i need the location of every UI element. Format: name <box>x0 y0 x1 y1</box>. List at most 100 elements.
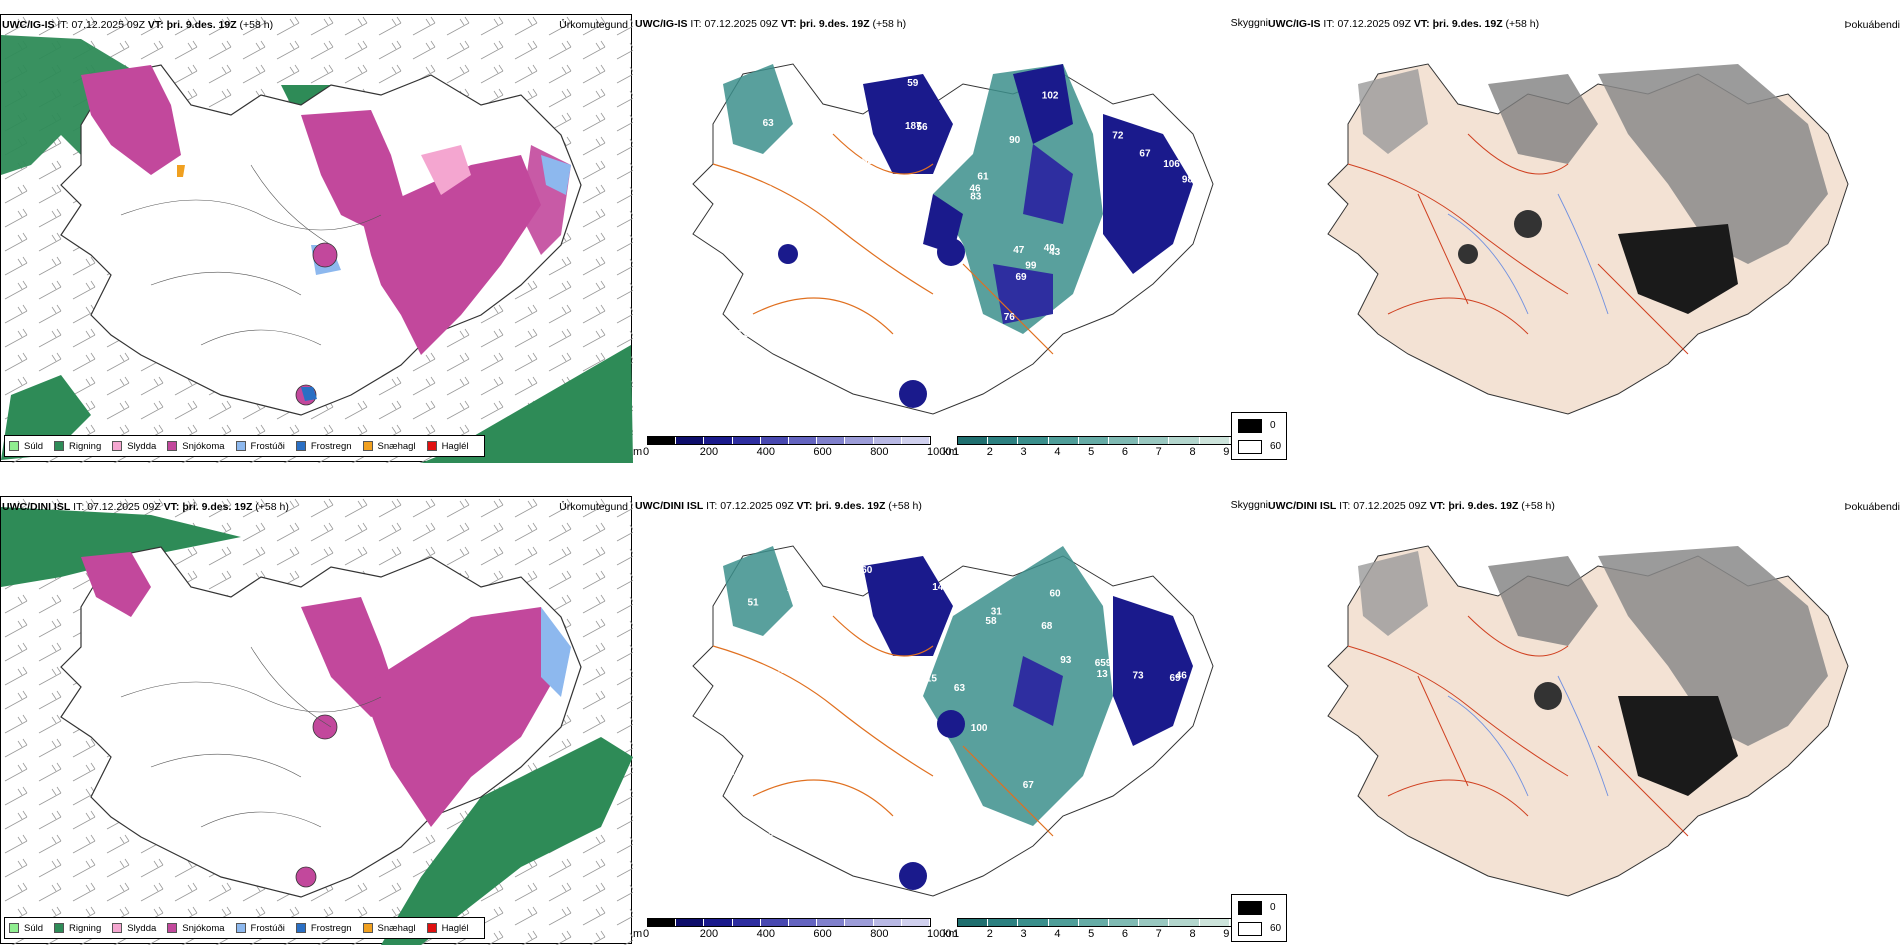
lead-time: (+58 h) <box>1505 18 1540 30</box>
legend-label: Slydda <box>127 922 157 934</box>
cloud-ceiling-value: 96 <box>988 845 1000 856</box>
legend-item: Slydda <box>112 441 156 452</box>
legend-item: Frostregn <box>295 922 352 934</box>
cloud-ceiling-value: 72 <box>1100 801 1112 812</box>
colorbar-strip <box>957 918 1261 927</box>
colorbar-tick-label: 2 <box>986 446 993 458</box>
legend-swatch <box>167 923 178 933</box>
cloud-ceiling-value: 95 <box>869 846 881 857</box>
colorbar-tick-label: 0 <box>643 446 650 458</box>
ceiling-map-row2: 181 60 69 79 100 95 51 68 53 58 63 67 60 142 24 96 10 68 9… <box>692 545 1214 897</box>
legend-item: Rigning <box>54 923 101 934</box>
precip-panel-title: Úrkomutegund <box>559 501 628 513</box>
cloud-ceiling-value: 313 <box>824 281 841 292</box>
cloud-ceiling-value: 60 <box>861 565 873 576</box>
cloud-ceiling-value: 78 <box>771 283 783 294</box>
legend-swatch <box>235 923 246 933</box>
ceiling-panel-row2: 181 60 69 79 100 95 51 68 53 58 63 67 60 142 24 96 10 68 9… <box>633 496 1269 944</box>
cloud-ceiling-value: 65 <box>927 67 939 78</box>
cloud-ceiling-value: 72 <box>778 347 790 358</box>
cloud-ceiling-value: 215 <box>920 674 937 685</box>
vt-value: þri. 9.des. 19Z <box>182 501 253 513</box>
legend-label: Frostregn <box>310 922 352 934</box>
cloud-ceiling-value: 107 <box>897 817 914 828</box>
colorbar-tick-label: 4 <box>1054 446 1061 458</box>
cloud-ceiling-value: 45 <box>799 169 811 180</box>
legend-item: Haglél <box>426 923 469 934</box>
it-value: 07.12.2025 09Z <box>71 19 145 31</box>
model-name: UWC/IG-IS <box>635 18 688 30</box>
it-label: IT: <box>1323 18 1335 30</box>
colorbar-segment <box>1109 437 1140 444</box>
legend-swatch <box>9 441 19 451</box>
legend-item: Snæhagl <box>362 441 416 452</box>
cloud-ceiling-value: 88 <box>955 358 967 369</box>
cloud-ceiling-value: 93 <box>1140 108 1152 119</box>
cloud-ceiling-value: 38 <box>902 200 914 211</box>
ceiling-colorbar-row1: m 0 200 400 600 800 1000 <box>633 436 951 462</box>
cloud-ceiling-value: 60 <box>1050 589 1062 600</box>
legend-label: Snjókoma <box>182 922 225 934</box>
cloud-ceiling-value: 46 <box>1176 670 1188 681</box>
cloud-ceiling-value: 69 <box>1170 673 1182 684</box>
legend-label: Snæhagl <box>377 922 416 934</box>
cloud-ceiling-value: 69 <box>1016 272 1028 283</box>
colorbar-segment <box>789 919 818 926</box>
fog-panel-row2: Þokuábendi UWC/DINI ISL IT: 07.12.2025 0… <box>1231 496 1900 944</box>
colorbar-segment <box>845 919 874 926</box>
legend-label: Snjókoma <box>182 440 225 452</box>
legend-swatch <box>362 441 373 451</box>
colorbar-segment <box>789 437 818 444</box>
legend-item: Snjókoma <box>167 922 225 934</box>
cloud-ceiling-value: 148 <box>932 582 949 593</box>
it-label: IT: <box>706 500 718 512</box>
cloud-ceiling-value: 53 <box>862 156 874 167</box>
cloud-ceiling-value: 80 <box>1126 309 1138 320</box>
cloud-ceiling-value: 68 <box>1041 621 1053 632</box>
colorbar-segment <box>1018 437 1049 444</box>
colorbar-tick-label: 6 <box>1121 446 1128 458</box>
colorbar-segment <box>704 919 733 926</box>
cloud-ceiling-value: 70 <box>741 348 753 359</box>
model-name: UWC/DINI ISL <box>2 501 71 513</box>
cloud-ceiling-value: 72 <box>1112 130 1124 141</box>
colorbar-tick-label: 200 <box>699 928 719 940</box>
cloud-ceiling-value: 65 <box>947 300 959 311</box>
colorbar-tick-label: 600 <box>813 928 832 940</box>
fog-key-top: 0 <box>1270 902 1276 913</box>
lead-time: (+58 h) <box>239 19 274 31</box>
colorbar-segment <box>648 437 677 444</box>
colorbar-segment <box>760 919 790 926</box>
legend-swatch <box>112 441 123 451</box>
colorbar-segment <box>1078 919 1110 926</box>
legend-swatch <box>426 441 437 451</box>
cloud-ceiling-value: 659 <box>1095 658 1112 669</box>
cloud-ceiling-value: 202 <box>1132 342 1149 353</box>
cloud-ceiling-value: 75 <box>731 767 743 778</box>
it-value: 07.12.2025 09Z <box>87 501 161 513</box>
colorbar-tick-label: 7 <box>1155 446 1162 458</box>
cloud-ceiling-value: 115 <box>1154 557 1171 568</box>
cloud-ceiling-value: 100 <box>971 723 988 734</box>
vt-value: þri. 9.des. 19Z <box>166 19 237 31</box>
colorbar-tick-label: 5 <box>1088 928 1095 940</box>
colorbar-tick-label: 400 <box>756 928 775 940</box>
fog-key-row1: 0 60 <box>1231 412 1287 460</box>
cloud-ceiling-value: 13 <box>1097 669 1109 680</box>
cloud-ceiling-value: 46 <box>820 753 832 764</box>
cloud-ceiling-value: 43 <box>1049 247 1061 258</box>
cloud-ceiling-value: 128 <box>822 122 839 133</box>
colorbar-tick-label: 600 <box>813 446 832 458</box>
colorbar-segment <box>817 919 846 926</box>
colorbar-segment <box>1139 919 1170 926</box>
model-name: UWC/DINI ISL <box>1268 500 1337 512</box>
colorbar-segment <box>1139 437 1170 444</box>
lead-time: (+58 h) <box>888 500 922 512</box>
cloud-ceiling-value: 66 <box>755 774 767 785</box>
cloud-ceiling-value: 402 <box>778 665 795 676</box>
legend-item: Snæhagl <box>362 922 416 934</box>
cloud-ceiling-value: 63 <box>954 683 966 694</box>
colorbar-segment <box>873 919 902 926</box>
visibility-colorbar-row1: km12345678910 <box>943 436 1269 462</box>
colorbar-unit: km <box>943 928 958 940</box>
